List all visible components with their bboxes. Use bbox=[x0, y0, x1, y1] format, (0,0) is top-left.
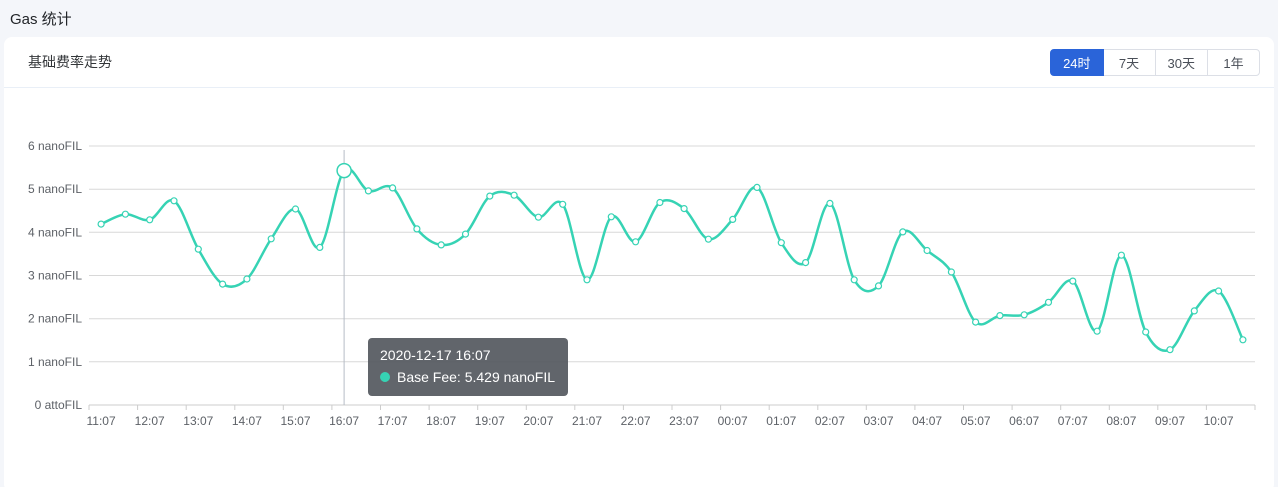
svg-text:10:07: 10:07 bbox=[1204, 414, 1234, 428]
line-chart-canvas[interactable]: 0 attoFIL 1 nanoFIL 2 nanoFIL 3 nanoFIL 4 na… bbox=[4, 88, 1274, 486]
svg-text:18:07: 18:07 bbox=[426, 414, 456, 428]
range-button-1y[interactable]: 1年 bbox=[1207, 48, 1260, 76]
svg-text:00:07: 00:07 bbox=[718, 414, 748, 428]
svg-text:02:07: 02:07 bbox=[815, 414, 845, 428]
svg-text:13:07: 13:07 bbox=[183, 414, 213, 428]
tooltip-series-row: Base Fee: 5.429 nanoFIL bbox=[380, 366, 555, 388]
svg-text:15:07: 15:07 bbox=[280, 414, 310, 428]
svg-text:05:07: 05:07 bbox=[961, 414, 991, 428]
svg-text:5 nanoFIL: 5 nanoFIL bbox=[28, 182, 82, 196]
page-header: Gas 统计 bbox=[0, 0, 1278, 37]
card-header: 基础费率走势 24时 7天 30天 1年 bbox=[4, 37, 1274, 88]
svg-text:16:07: 16:07 bbox=[329, 414, 359, 428]
svg-text:03:07: 03:07 bbox=[863, 414, 893, 428]
tooltip-datetime: 2020-12-17 16:07 bbox=[380, 347, 491, 363]
svg-text:11:07: 11:07 bbox=[87, 414, 116, 428]
svg-text:09:07: 09:07 bbox=[1155, 414, 1185, 428]
svg-text:19:07: 19:07 bbox=[475, 414, 505, 428]
svg-text:3 nanoFIL: 3 nanoFIL bbox=[28, 269, 82, 283]
svg-text:07:07: 07:07 bbox=[1058, 414, 1088, 428]
svg-text:06:07: 06:07 bbox=[1009, 414, 1039, 428]
svg-text:1 nanoFIL: 1 nanoFIL bbox=[28, 355, 82, 369]
base-fee-chart[interactable]: 0 attoFIL 1 nanoFIL 2 nanoFIL 3 nanoFIL 4 na… bbox=[4, 88, 1274, 486]
section-title: 基础费率走势 bbox=[28, 54, 112, 70]
svg-text:23:07: 23:07 bbox=[669, 414, 699, 428]
svg-text:21:07: 21:07 bbox=[572, 414, 602, 428]
range-button-24h[interactable]: 24时 bbox=[1050, 48, 1104, 76]
svg-text:0 attoFIL: 0 attoFIL bbox=[35, 398, 83, 412]
svg-text:4 nanoFIL: 4 nanoFIL bbox=[28, 225, 82, 239]
time-range-selector: 24时 7天 30天 1年 bbox=[1050, 48, 1260, 76]
range-button-30d[interactable]: 30天 bbox=[1154, 48, 1208, 76]
range-button-7d[interactable]: 7天 bbox=[1102, 48, 1156, 76]
tooltip-value: Base Fee: 5.429 nanoFIL bbox=[397, 369, 555, 385]
svg-text:04:07: 04:07 bbox=[912, 414, 942, 428]
series-dot-icon bbox=[380, 372, 390, 382]
svg-text:22:07: 22:07 bbox=[621, 414, 651, 428]
chart-tooltip: 2020-12-17 16:07 Base Fee: 5.429 nanoFIL bbox=[368, 338, 568, 396]
base-fee-card: 基础费率走势 24时 7天 30天 1年 0 attoFIL 1 nanoFIL 2… bbox=[4, 37, 1274, 487]
page-title: Gas 统计 bbox=[10, 11, 72, 28]
svg-text:2 nanoFIL: 2 nanoFIL bbox=[28, 312, 82, 326]
svg-text:17:07: 17:07 bbox=[378, 414, 408, 428]
svg-text:01:07: 01:07 bbox=[766, 414, 796, 428]
svg-text:20:07: 20:07 bbox=[523, 414, 553, 428]
svg-text:08:07: 08:07 bbox=[1106, 414, 1136, 428]
svg-text:6 nanoFIL: 6 nanoFIL bbox=[28, 139, 82, 153]
svg-text:14:07: 14:07 bbox=[232, 414, 262, 428]
svg-text:12:07: 12:07 bbox=[135, 414, 165, 428]
